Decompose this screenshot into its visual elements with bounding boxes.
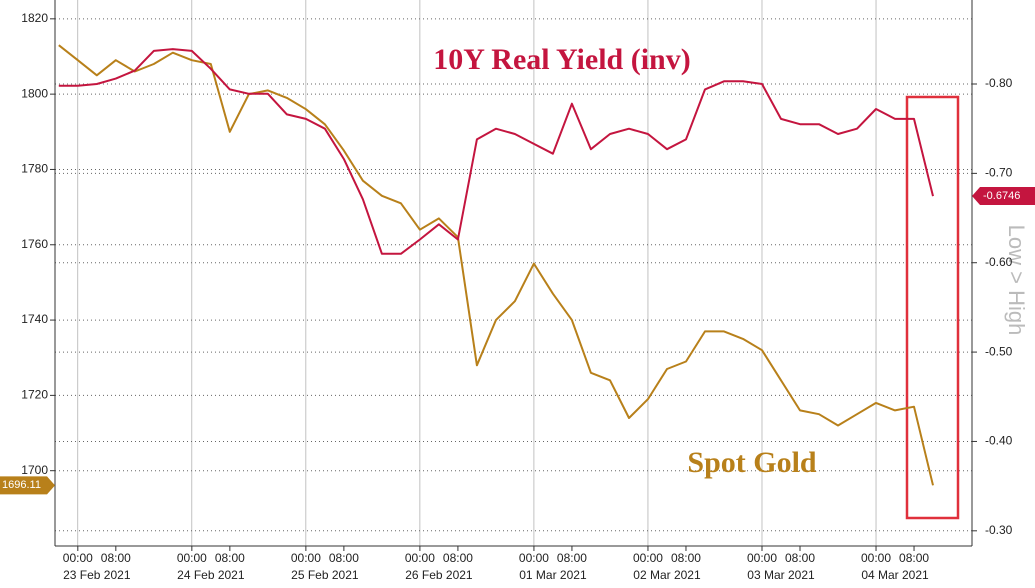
y2-tick-label: -0.30 [985,523,1013,537]
x-tick-label: 00:00 [861,551,891,565]
y2-tick-label: -0.50 [985,344,1013,358]
y-tick-label: 1720 [21,388,48,402]
last-value-label: -0.6746 [983,190,1020,202]
last-value-label: 1696.11 [2,479,41,491]
x-tick-label: 00:00 [519,551,549,565]
y2-tick-label: -0.80 [985,76,1013,90]
x-tick-label: 00:00 [747,551,777,565]
y-tick-label: 1820 [21,11,48,25]
y-tick-label: 1740 [21,312,48,326]
x-tick-label: 00:00 [291,551,321,565]
x-tick-label: 08:00 [671,551,701,565]
y-tick-label: 1780 [21,162,48,176]
x-group-label: 01 Mar 2021 [519,568,587,582]
y-tick-label: 1800 [21,86,48,100]
x-group-label: 03 Mar 2021 [747,568,815,582]
y2-tick-label: -0.60 [985,255,1013,269]
x-tick-label: 08:00 [785,551,815,565]
series-line [58,44,934,486]
y2-tick-label: -0.70 [985,166,1013,180]
series-label: 10Y Real Yield (inv) [433,43,690,76]
x-group-label: 04 Mar 2021 [861,568,929,582]
x-tick-label: 08:00 [557,551,587,565]
x-group-label: 24 Feb 2021 [177,568,245,582]
x-tick-label: 00:00 [63,551,93,565]
x-tick-label: 08:00 [101,551,131,565]
last-value-badge [0,476,55,495]
x-group-label: 02 Mar 2021 [633,568,701,582]
x-tick-label: 00:00 [633,551,663,565]
x-tick-label: 08:00 [329,551,359,565]
x-tick-label: 00:00 [405,551,435,565]
y-tick-label: 1700 [21,463,48,477]
y2-tick-label: -0.40 [985,434,1013,448]
series-label: Spot Gold [687,446,817,479]
x-group-label: 25 Feb 2021 [291,568,359,582]
x-tick-label: 08:00 [443,551,473,565]
series-line [58,48,934,255]
y-tick-label: 1760 [21,237,48,251]
x-group-label: 26 Feb 2021 [405,568,473,582]
x-group-label: 23 Feb 2021 [63,568,131,582]
x-tick-label: 08:00 [215,551,245,565]
x-tick-label: 08:00 [899,551,929,565]
x-tick-label: 00:00 [177,551,207,565]
y2-axis-label: Low > High [1004,225,1029,336]
last-value-badge [972,187,1035,206]
highlight-box [905,95,960,520]
